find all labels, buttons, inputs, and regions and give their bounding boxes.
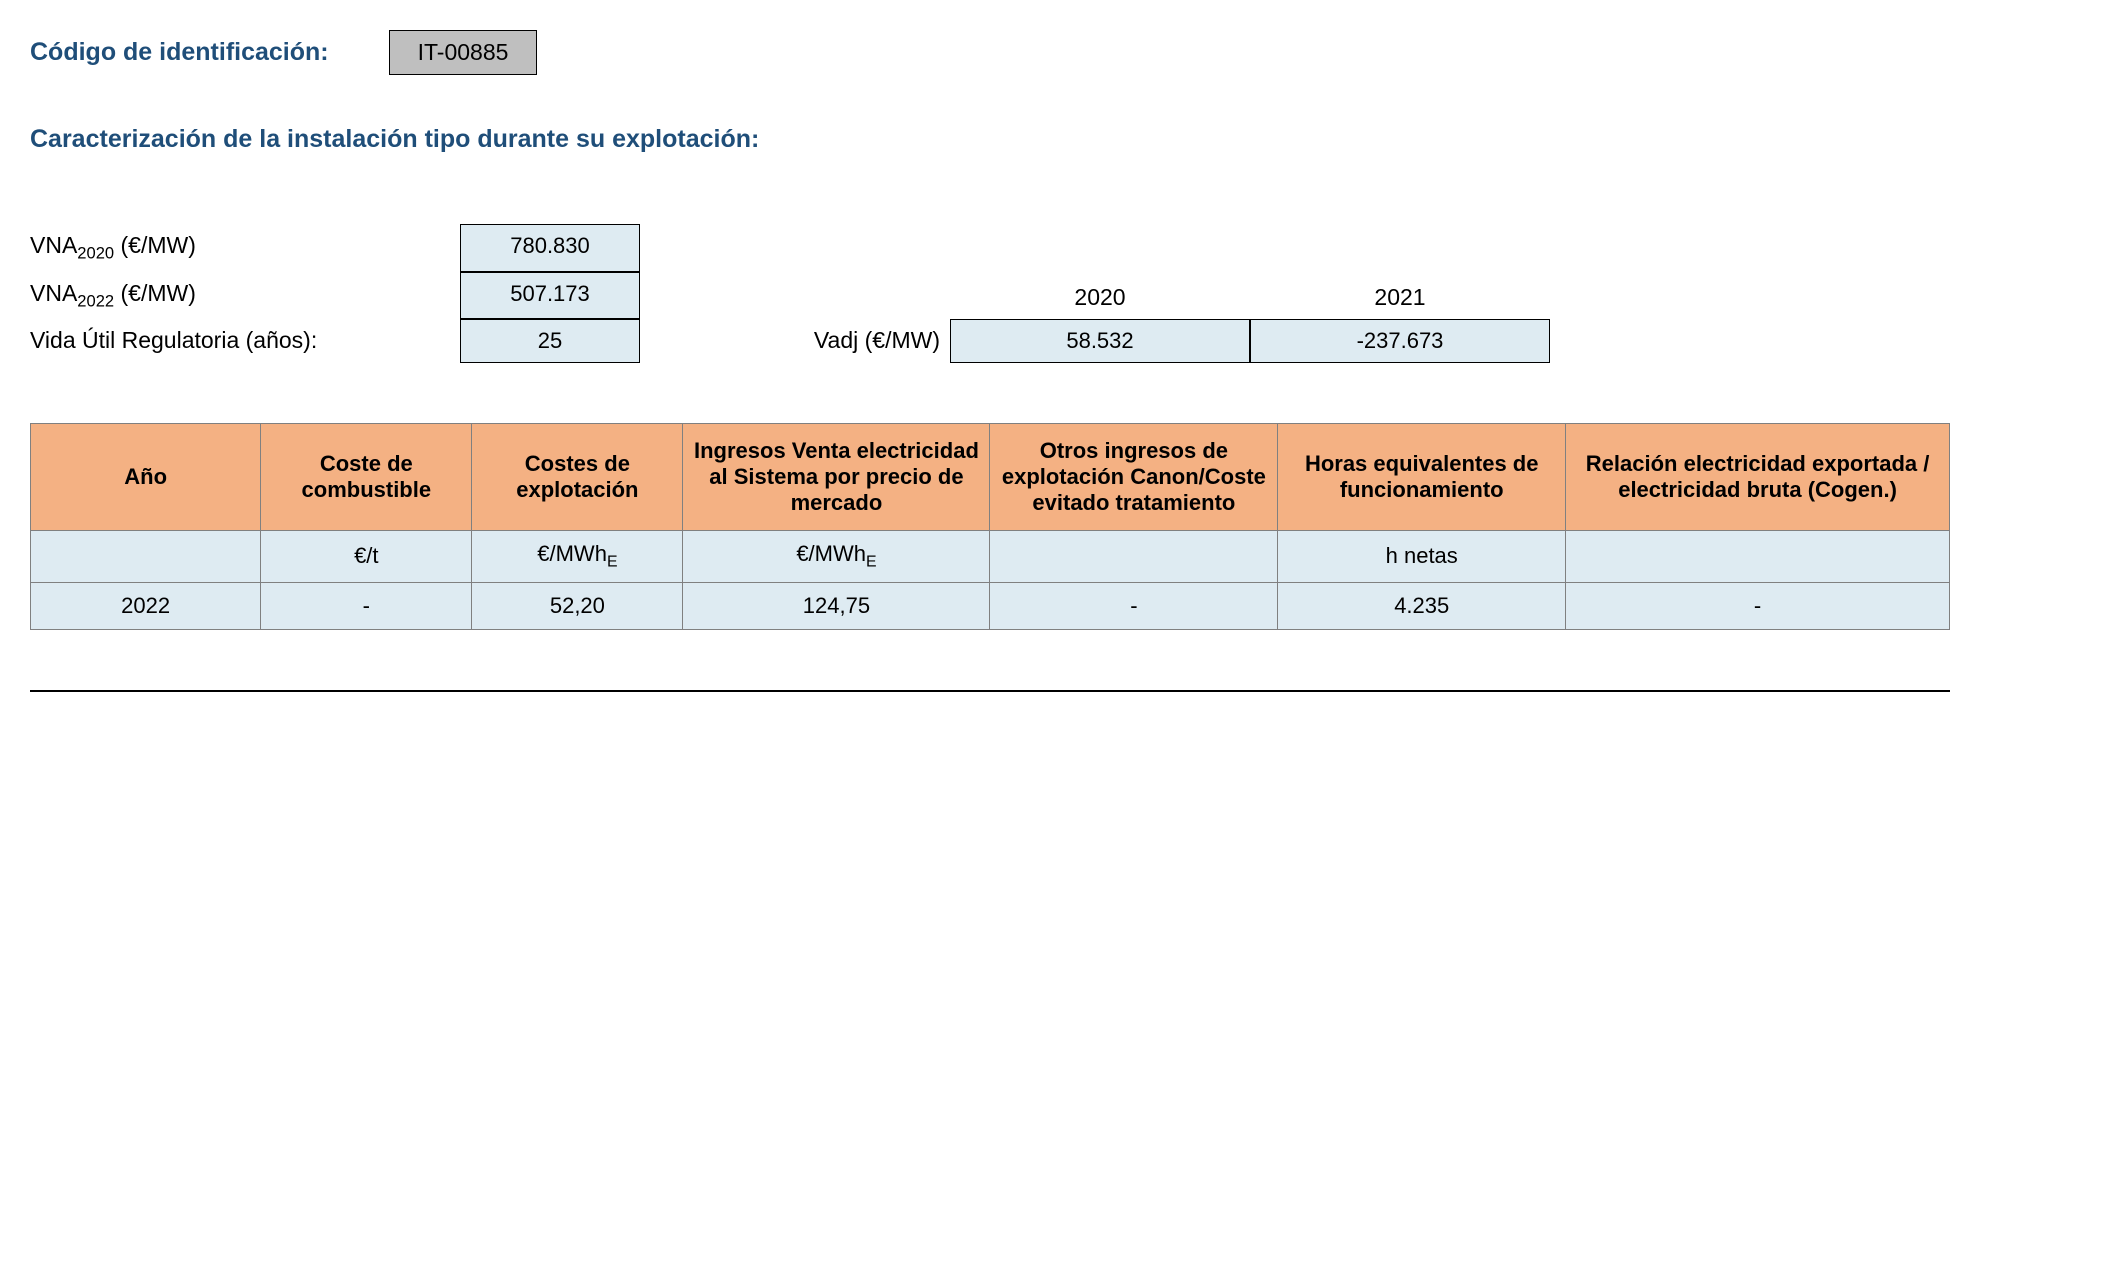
table-row: 2022-52,20124,75-4.235- (31, 582, 1950, 629)
table-unit-4 (990, 531, 1278, 582)
main-data-table: AñoCoste de combustibleCostes de explota… (30, 423, 1950, 629)
table-unit-2: €/MWhE (472, 531, 683, 582)
vadj-value-0: 58.532 (950, 319, 1250, 363)
table-header-4: Otros ingresos de explotación Canon/Cost… (990, 424, 1278, 531)
right-parameters: 2020 2021 Vadj (€/MW) 58.532 -237.673 (760, 276, 1950, 363)
table-cell-0-5: 4.235 (1278, 582, 1566, 629)
table-cell-0-2: 52,20 (472, 582, 683, 629)
table-cell-0-6: - (1566, 582, 1950, 629)
table-header-1: Coste de combustible (261, 424, 472, 531)
vna2022-prefix: VNA (30, 280, 77, 306)
vna2022-value: 507.173 (460, 272, 640, 320)
left-parameters: VNA2020 (€/MW) 780.830 VNA2022 (€/MW) 50… (30, 224, 640, 363)
vadj-year-1: 2021 (1250, 276, 1550, 319)
vna2020-prefix: VNA (30, 232, 77, 258)
identification-label: Código de identificación: (30, 38, 329, 67)
identification-row: Código de identificación: IT-00885 (30, 30, 1950, 75)
table-unit-6 (1566, 531, 1950, 582)
vna2022-label: VNA2022 (€/MW) (30, 272, 460, 320)
divider-line (30, 690, 1950, 692)
table-header-6: Relación electricidad exportada / electr… (1566, 424, 1950, 531)
table-cell-0-0: 2022 (31, 582, 261, 629)
table-header-3: Ingresos Venta electricidad al Sistema p… (683, 424, 990, 531)
vna2022-sub: 2022 (77, 291, 114, 310)
table-cell-0-3: 124,75 (683, 582, 990, 629)
table-units-row: €/t€/MWhE€/MWhEh netas (31, 531, 1950, 582)
vna2022-suffix: (€/MW) (114, 280, 196, 306)
table-unit-0 (31, 531, 261, 582)
vadj-label: Vadj (€/MW) (760, 319, 950, 363)
vadj-value-1: -237.673 (1250, 319, 1550, 363)
vna2020-label: VNA2020 (€/MW) (30, 224, 460, 272)
section-title: Caracterización de la instalación tipo d… (30, 125, 1950, 154)
table-unit-1: €/t (261, 531, 472, 582)
vadj-table: 2020 2021 Vadj (€/MW) 58.532 -237.673 (760, 276, 1950, 363)
parameters-area: VNA2020 (€/MW) 780.830 VNA2022 (€/MW) 50… (30, 224, 1950, 363)
vna2020-suffix: (€/MW) (114, 232, 196, 258)
vadj-year-0: 2020 (950, 276, 1250, 319)
document-container: Código de identificación: IT-00885 Carac… (30, 30, 1950, 692)
table-unit-5: h netas (1278, 531, 1566, 582)
table-header-0: Año (31, 424, 261, 531)
table-cell-0-4: - (990, 582, 1278, 629)
vida-util-value: 25 (460, 319, 640, 363)
table-header-2: Costes de explotación (472, 424, 683, 531)
table-header-row: AñoCoste de combustibleCostes de explota… (31, 424, 1950, 531)
table-header-5: Horas equivalentes de funcionamiento (1278, 424, 1566, 531)
table-unit-3: €/MWhE (683, 531, 990, 582)
vna2020-sub: 2020 (77, 244, 114, 263)
vna2020-value: 780.830 (460, 224, 640, 272)
table-cell-0-1: - (261, 582, 472, 629)
identification-value: IT-00885 (389, 30, 538, 75)
vida-util-label: Vida Útil Regulatoria (años): (30, 319, 460, 363)
